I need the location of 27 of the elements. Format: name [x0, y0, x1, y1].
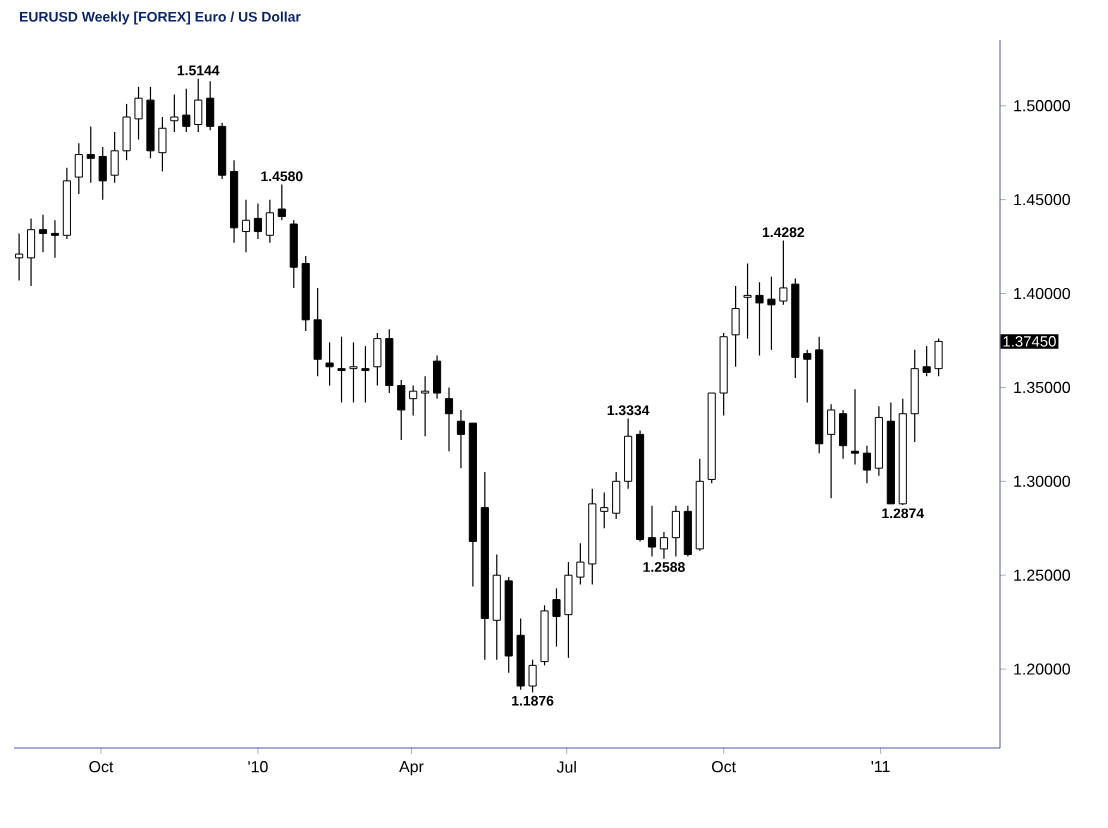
candlestick [827, 403, 836, 499]
candlestick [432, 354, 442, 400]
candlestick [850, 388, 860, 466]
candlestick [15, 232, 24, 281]
candlestick [409, 384, 418, 417]
candlestick [26, 217, 36, 287]
candlestick [647, 505, 657, 558]
candlestick [74, 142, 83, 195]
candlestick [241, 199, 251, 253]
candlestick [50, 219, 60, 259]
candlestick [253, 202, 263, 240]
candlestick [38, 214, 48, 253]
candlestick [421, 375, 430, 437]
candlestick [265, 199, 274, 244]
candlestick [456, 409, 466, 469]
candlestick [838, 409, 848, 460]
candlestick [624, 418, 633, 490]
candlestick [683, 505, 692, 558]
candlestick [659, 531, 669, 560]
candlestick [325, 341, 334, 387]
candlestick [731, 285, 740, 368]
candlestick [206, 80, 215, 131]
candlestick [671, 505, 680, 558]
candlestick [444, 386, 454, 452]
candlestick [277, 184, 286, 221]
candlestick [612, 471, 621, 520]
candlestick [862, 445, 872, 484]
